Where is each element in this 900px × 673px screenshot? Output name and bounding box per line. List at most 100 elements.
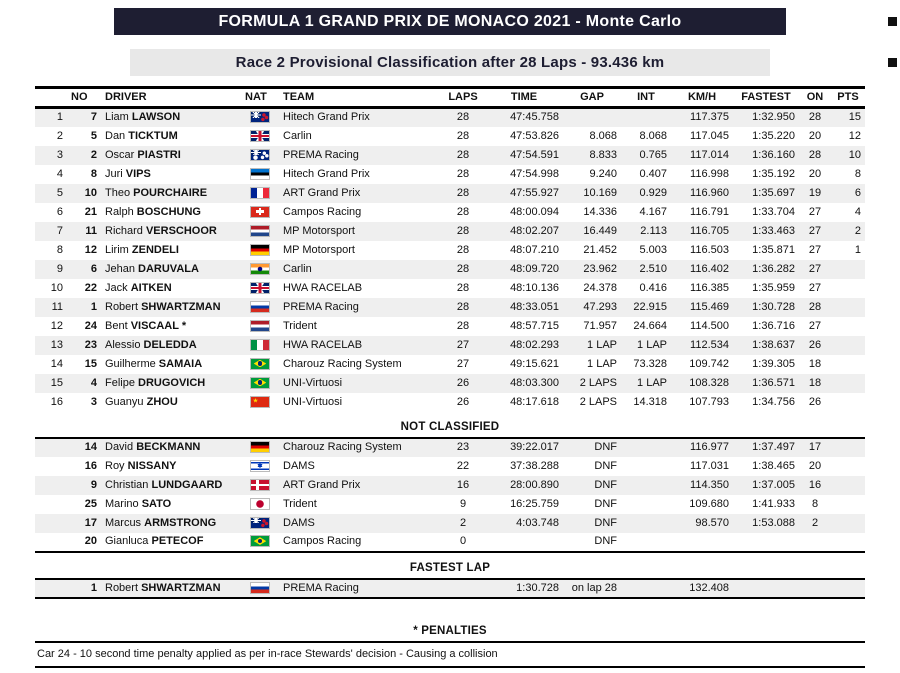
int-cell: 5.003 <box>639 243 667 256</box>
pos-cell: 12 <box>50 319 63 332</box>
kmh-cell: 117.031 <box>690 459 729 472</box>
laps-cell: 28 <box>456 205 470 218</box>
event-title-bar: FORMULA 1 GRAND PRIX DE MONACO 2021 - Mo… <box>114 8 786 35</box>
driver-last-name: LUNDGAARD <box>151 478 223 491</box>
driver-last-name: PIASTRI <box>137 148 181 161</box>
fastest-cell: 1:35.959 <box>752 281 795 294</box>
int-cell <box>621 457 671 476</box>
kmh-cell: 116.977 <box>690 441 729 453</box>
gap-cell: 16.449 <box>583 224 617 237</box>
gap-cell: 8.833 <box>589 148 617 161</box>
on-cell: 26 <box>808 338 822 351</box>
team-cell: Hitech Grand Prix <box>283 111 370 124</box>
column-header-pos <box>35 86 67 109</box>
no-cell: 3 <box>90 395 97 408</box>
penalties-note: Car 24 - 10 second time penalty applied … <box>35 641 865 668</box>
int-cell: 1 LAP <box>637 376 667 389</box>
pos-cell: 10 <box>50 281 63 294</box>
driver-name: David BECKMANN <box>101 438 241 457</box>
pts-cell: 15 <box>848 111 861 124</box>
event-title: FORMULA 1 GRAND PRIX DE MONACO 2021 - Mo… <box>218 12 682 30</box>
kmh-cell: 98.570 <box>695 516 729 529</box>
result-row: 4 8 Juri VIPS Hitech Grand Prix 28 47:54.998 9… <box>35 165 865 184</box>
no-cell: 21 <box>84 205 97 218</box>
driver-last-name: SHWARTZMAN <box>141 581 221 594</box>
pts-cell <box>831 260 865 279</box>
bra-flag-icon <box>250 357 270 370</box>
team-cell: DAMS <box>283 459 315 472</box>
pts-cell <box>831 279 865 298</box>
column-header-int: INT <box>621 86 671 109</box>
gap-cell: DNF <box>594 441 617 453</box>
driver-first-name: Jehan <box>105 262 139 275</box>
driver-last-name: VISCAAL * <box>130 319 187 332</box>
kmh-cell: 116.705 <box>690 224 729 237</box>
kmh-cell: 116.998 <box>690 167 729 180</box>
column-header-nat: NAT <box>241 86 279 109</box>
result-row: 10 22 Jack AITKEN HWA RACELAB 28 48:10.136 24.… <box>35 279 865 298</box>
kmh-cell: 116.791 <box>690 205 729 218</box>
fastest-cell: 1:35.220 <box>752 129 795 142</box>
laps-cell: 22 <box>456 459 470 472</box>
time-cell: 28:00.890 <box>510 478 559 491</box>
no-cell: 22 <box>84 281 97 294</box>
int-cell: 1 LAP <box>637 338 667 351</box>
nationality-cell <box>241 438 279 457</box>
driver-first-name: Jack <box>105 281 131 294</box>
ita-flag-icon <box>250 338 270 351</box>
penalties-note-section: Car 24 - 10 second time penalty applied … <box>35 641 865 668</box>
chn-flag-icon <box>250 395 270 408</box>
driver-first-name: Robert <box>105 300 142 313</box>
no-cell: 1 <box>90 581 97 594</box>
driver-first-name: Marcus <box>105 516 145 529</box>
fastest-cell: 1:38.465 <box>752 459 795 472</box>
int-cell: 0.765 <box>639 148 667 161</box>
no-cell: 10 <box>84 186 97 199</box>
result-row: 16 Roy NISSANY DAMS 22 37:38.288 DNF 117.031 1:… <box>35 457 865 476</box>
nationality-cell <box>241 260 279 279</box>
nationality-cell <box>241 317 279 336</box>
pts-cell: 1 <box>854 243 861 256</box>
result-row: 1 Robert SHWARTZMAN PREMA Racing 1:30.728 on… <box>35 578 865 598</box>
gap-cell: 21.452 <box>583 243 617 256</box>
driver-last-name: ARMSTRONG <box>144 516 217 529</box>
fastest-lap-label-section: FASTEST LAP <box>35 551 865 580</box>
fastest-cell: 1:36.571 <box>752 376 795 389</box>
ind-flag-icon <box>250 262 270 275</box>
int-cell: 0.929 <box>639 186 667 199</box>
driver-name: Felipe DRUGOVICH <box>101 374 241 393</box>
on-cell: 27 <box>808 224 822 237</box>
no-cell: 16 <box>84 459 97 472</box>
pts-cell <box>831 355 865 374</box>
pts-cell <box>831 393 865 412</box>
no-cell: 25 <box>84 497 97 510</box>
time-cell: 48:07.210 <box>510 243 559 256</box>
on-cell: 16 <box>808 478 822 491</box>
int-cell: 4.167 <box>639 205 667 218</box>
fastest-cell <box>733 579 799 598</box>
driver-first-name: Juri <box>105 167 126 180</box>
jpn-flag-icon <box>250 497 270 510</box>
pos-cell: 9 <box>56 262 63 275</box>
driver-last-name: SATO <box>141 497 172 510</box>
driver-first-name: Ralph <box>105 205 137 218</box>
gap-cell: 47.293 <box>583 300 617 313</box>
no-cell: 14 <box>84 441 97 453</box>
on-cell: 28 <box>808 300 822 313</box>
column-header-on: ON <box>799 86 831 109</box>
gap-cell: 14.336 <box>583 205 617 218</box>
on-cell: 20 <box>808 459 822 472</box>
gap-cell: DNF <box>594 516 617 529</box>
laps-cell: 27 <box>456 357 470 370</box>
time-cell <box>485 533 563 552</box>
laps-cell: 16 <box>456 478 470 491</box>
driver-last-name: DRUGOVICH <box>138 376 206 389</box>
gap-cell: DNF <box>594 497 617 510</box>
int-cell <box>621 476 671 495</box>
laps-cell: 28 <box>456 281 470 294</box>
nationality-cell <box>241 393 279 412</box>
fastest-cell: 1:35.697 <box>752 186 795 199</box>
kmh-cell <box>671 533 733 552</box>
gap-cell: 1 LAP <box>587 338 617 351</box>
driver-last-name: LAWSON <box>131 111 181 124</box>
